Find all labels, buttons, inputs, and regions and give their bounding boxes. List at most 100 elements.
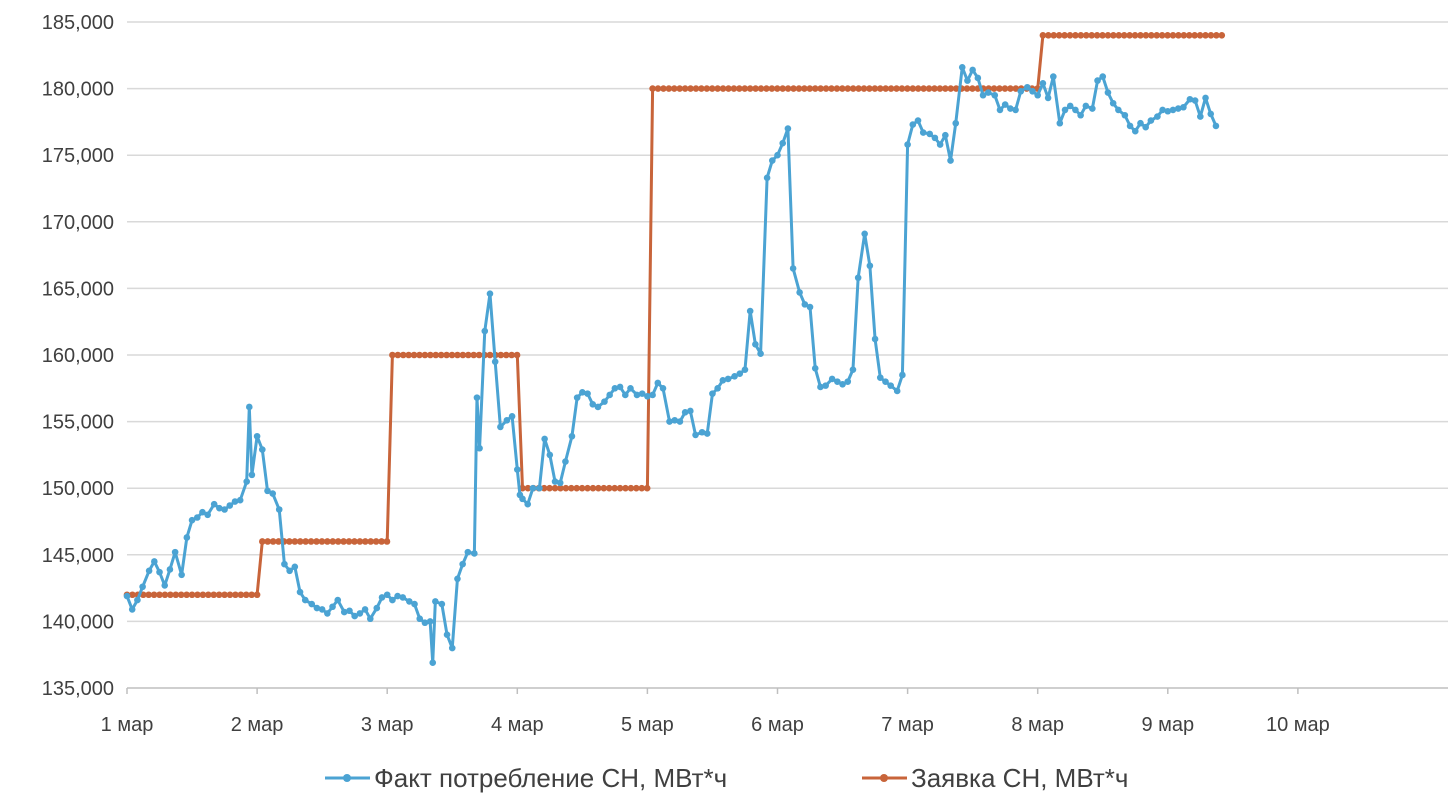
fact-point	[936, 141, 944, 148]
request-point	[725, 85, 732, 92]
fact-point	[1061, 106, 1069, 114]
request-point	[394, 351, 402, 359]
fact-point	[1115, 106, 1122, 114]
request-point	[660, 85, 667, 92]
fact-point	[145, 567, 153, 575]
fact-point	[199, 508, 206, 516]
fact-point	[741, 366, 749, 373]
request-point	[1104, 32, 1112, 39]
y-tick-label: 165,000	[42, 278, 114, 300]
fact-point	[459, 560, 466, 568]
legend: Факт потребление СН, МВт*ч Заявка СН, МВ…	[325, 763, 1128, 793]
request-point	[681, 85, 689, 92]
request-point	[942, 85, 949, 92]
fact-point	[904, 141, 911, 148]
fact-point	[893, 387, 901, 395]
fact-point	[1174, 105, 1182, 112]
request-point	[1142, 32, 1150, 39]
gridlines	[126, 21, 1448, 694]
request-point	[215, 591, 223, 599]
fact-point	[1017, 87, 1025, 95]
request-point	[963, 85, 971, 92]
request-point	[1120, 32, 1128, 39]
fact-point	[709, 390, 716, 397]
request-point	[1045, 32, 1052, 39]
x-tick-label: 5 мар	[621, 714, 674, 736]
request-point	[291, 538, 299, 545]
y-tick-label: 135,000	[42, 678, 114, 700]
request-point	[557, 484, 564, 492]
request-point	[882, 85, 889, 92]
x-tick-label: 9 мар	[1141, 714, 1194, 736]
fact-point	[801, 301, 809, 308]
request-point	[205, 591, 212, 599]
fact-point	[1066, 102, 1074, 110]
fact-point	[899, 371, 906, 379]
x-tick-label: 7 мар	[881, 714, 934, 736]
request-point	[990, 85, 998, 92]
fact-point	[253, 432, 261, 440]
fact-point	[752, 341, 759, 348]
request-point	[275, 538, 282, 545]
request-point	[399, 351, 407, 359]
request-point	[351, 538, 358, 545]
request-point	[432, 351, 440, 359]
request-point	[920, 85, 927, 92]
y-tick-label: 155,000	[42, 412, 114, 434]
fact-point	[979, 91, 987, 99]
fact-point	[221, 506, 228, 513]
fact-point	[919, 129, 927, 136]
request-point	[1164, 32, 1171, 39]
fact-point	[429, 659, 437, 666]
fact-point	[1180, 103, 1187, 111]
request-point	[356, 538, 364, 545]
y-tick-label: 185,000	[42, 12, 114, 34]
request-point	[665, 85, 673, 92]
request-point	[475, 351, 483, 359]
request-point	[367, 538, 375, 545]
x-tick-label: 8 мар	[1011, 714, 1064, 736]
fact-point	[464, 548, 472, 556]
fact-point	[551, 478, 559, 485]
fact-point	[454, 575, 461, 583]
request-point	[313, 538, 320, 545]
fact-point	[1109, 99, 1117, 107]
fact-point	[1169, 106, 1177, 114]
y-tick-label: 175,000	[42, 145, 114, 167]
fact-point	[681, 408, 689, 416]
request-point	[264, 538, 272, 545]
request-point	[1066, 32, 1074, 39]
fact-point	[1197, 113, 1204, 120]
fact-point	[811, 365, 819, 372]
request-point	[1055, 32, 1063, 39]
request-point	[692, 85, 700, 92]
request-point	[849, 85, 857, 92]
request-point	[372, 538, 380, 545]
request-point	[567, 484, 575, 492]
request-point	[925, 85, 933, 92]
fact-point	[399, 594, 407, 601]
request-point	[589, 484, 597, 492]
fact-point	[519, 495, 526, 503]
fact-point	[226, 502, 234, 509]
fact-point	[231, 498, 239, 505]
fact-point	[1154, 113, 1161, 120]
y-axis-tick-labels: 135,000 140,000 145,000 150,000 155,000 160,0…	[42, 12, 114, 700]
fact-point	[974, 74, 982, 82]
request-point	[1088, 32, 1095, 39]
fact-point	[876, 374, 884, 381]
fact-point	[714, 385, 721, 392]
fact-point	[724, 375, 732, 383]
request-point	[719, 85, 727, 92]
fact-point	[1050, 73, 1057, 80]
request-point	[210, 591, 218, 599]
request-point	[898, 85, 906, 92]
fact-point	[806, 303, 814, 311]
request-point	[540, 484, 548, 492]
fact-point	[1159, 106, 1166, 114]
fact-point	[796, 289, 803, 296]
fact-point	[1056, 119, 1064, 127]
request-point	[1072, 32, 1079, 39]
